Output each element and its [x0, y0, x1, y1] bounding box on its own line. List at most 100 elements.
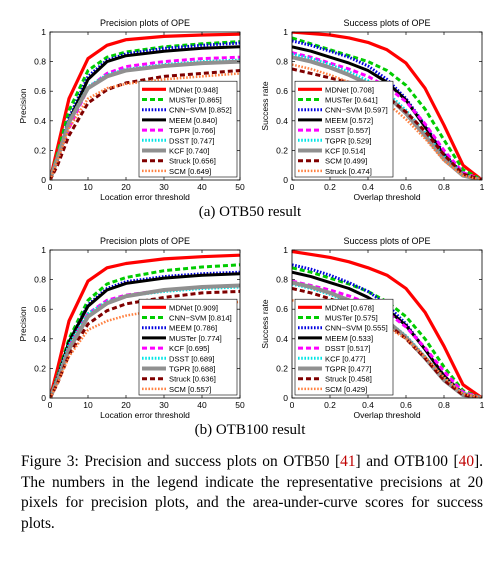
y-tick-label: 0.2: [34, 363, 46, 373]
series-line-cnn-svm: [292, 263, 482, 398]
y-tick-label: 0.4: [34, 334, 46, 344]
plot-frame: [291, 31, 483, 181]
legend-entry-dsst: DSST [0.517]: [325, 344, 370, 353]
legend-entry-mdnet: MDNet [0.948]: [169, 85, 218, 94]
caption-text-2: ] and OTB100 [: [355, 453, 459, 470]
x-tick-label: 1: [480, 182, 485, 192]
x-tick-label: 30: [159, 182, 169, 192]
legend-entry-muster: MUSTer [0.865]: [169, 96, 222, 105]
otb100-success-svg: Success plots of OPE 0 0.2 0.4 0.6 0.8 1 0 0.2 0.…: [260, 236, 485, 420]
legend-entry-meem: MEEM [0.572]: [325, 116, 373, 125]
subcaption-a: (a) OTB50 result: [198, 204, 302, 220]
legend-box: [138, 298, 238, 396]
x-axis-label: Overlap threshold: [353, 410, 420, 420]
x-tick-label: 0: [48, 182, 53, 192]
x-tick-label: 0: [48, 400, 53, 410]
x-tick-label: 10: [83, 182, 93, 192]
legend-entry-cnn-svm: CNN−SVM [0.555]: [325, 324, 388, 333]
citation-link-40[interactable]: 40: [458, 453, 475, 470]
chart-title: Success plots of OPE: [343, 236, 430, 246]
y-tick-label: 0.2: [276, 363, 288, 373]
y-tick-label: 0.8: [34, 275, 46, 285]
x-tick-label: 0.2: [324, 400, 336, 410]
legend-box: [138, 80, 238, 178]
y-tick-label: 1: [283, 27, 288, 37]
x-tick-label: 0: [290, 182, 295, 192]
chart-title: Precision plots of OPE: [100, 18, 190, 28]
legend-entry-struck: Struck [0.458]: [325, 375, 372, 384]
legend-entry-meem: MEEM [0.840]: [169, 116, 217, 125]
legend-entry-struck: Struck [0.656]: [169, 157, 216, 166]
chart-title: Precision plots of OPE: [100, 236, 190, 246]
legend-entry-cnn-svm: CNN−SVM [0.814]: [169, 314, 232, 323]
legend-entry-scm: SCM [0.649]: [169, 167, 211, 176]
legend-entry-kcf: KCF [0.514]: [325, 147, 366, 156]
otb50-precision-plot: Precision plots of OPE 0 10 20 30 40 50 0 0.2 0.4…: [8, 10, 248, 202]
legend-entry-meem: MEEM [0.533]: [325, 334, 373, 343]
series-line-tgpr: [50, 55, 240, 180]
legend-entry-struck: Struck [0.474]: [325, 167, 372, 176]
x-axis-label: Location error threshold: [100, 192, 190, 202]
y-tick-label: 0.6: [276, 304, 288, 314]
y-tick-label: 1: [41, 27, 46, 37]
legend-entry-kcf: KCF [0.695]: [169, 344, 210, 353]
y-tick-label: 0.4: [34, 116, 46, 126]
y-tick-label: 0.6: [34, 86, 46, 96]
x-tick-label: 10: [83, 400, 93, 410]
x-axis-label: Location error threshold: [100, 410, 190, 420]
legend-entry-dsst: DSST [0.557]: [325, 126, 370, 135]
plot-frame: [291, 249, 483, 399]
x-tick-label: 0.4: [362, 400, 374, 410]
x-tick-label: 30: [159, 400, 169, 410]
legend-entry-meem: MEEM [0.786]: [169, 324, 217, 333]
figure-label: Figure 3:: [21, 453, 79, 470]
legend-entry-scm: SCM [0.499]: [325, 157, 367, 166]
legend-entry-tgpr: TGPR [0.529]: [325, 136, 371, 145]
y-tick-label: 0.6: [34, 304, 46, 314]
otb50-precision-svg: Precision plots of OPE 0 10 20 30 40 50 0 0.2 0.4…: [18, 18, 245, 202]
legend-entry-scm: SCM [0.557]: [169, 385, 211, 394]
series-line-kcf: [50, 59, 240, 180]
legend-entry-muster: MUSTer [0.575]: [325, 314, 378, 323]
x-tick-label: 1: [480, 400, 485, 410]
citation-link-41[interactable]: 41: [340, 453, 356, 470]
legend-entry-scm: SCM [0.429]: [325, 385, 367, 394]
legend-entry-tgpr: TGPR [0.477]: [325, 365, 371, 374]
legend-entry-cnn-svm: CNN−SVM [0.852]: [169, 106, 232, 115]
series-line-mdnet: [50, 253, 240, 398]
series-line-struck: [292, 287, 482, 398]
plot-frame: [49, 31, 241, 181]
figure-caption: Figure 3: Precision and success plots on…: [21, 452, 483, 534]
caption-text-1: Precision and success plots on OTB50 [: [78, 453, 341, 470]
y-tick-label: 0.2: [276, 145, 288, 155]
otb50-success-plot: Success plots of OPE 0 0.2 0.4 0.6 0.8 1 0 0.2 0.…: [250, 10, 490, 202]
legend: MDNet [0.948] MUSTer [0.865]CNN−SVM [0.85…: [138, 80, 238, 178]
x-tick-label: 0.2: [324, 182, 336, 192]
x-tick-label: 0: [290, 400, 295, 410]
y-tick-label: 0: [283, 393, 288, 403]
x-axis-label: Overlap threshold: [353, 192, 420, 202]
series-line-cnn-svm: [292, 39, 482, 180]
x-tick-label: 50: [235, 182, 245, 192]
series-line-tgpr: [50, 283, 240, 398]
legend-box: [294, 298, 394, 396]
y-axis-label: Precision: [18, 306, 28, 341]
legend-entry-kcf: KCF [0.740]: [169, 147, 210, 156]
y-tick-label: 1: [41, 245, 46, 255]
y-tick-label: 0.8: [276, 275, 288, 285]
x-tick-label: 0.8: [438, 400, 450, 410]
legend-box: [294, 80, 394, 178]
x-tick-label: 40: [197, 182, 207, 192]
y-tick-label: 0.8: [34, 57, 46, 67]
series-line-muster: [292, 266, 482, 398]
otb100-success-plot: Success plots of OPE 0 0.2 0.4 0.6 0.8 1 0 0.2 0.…: [250, 228, 490, 420]
y-tick-label: 0: [41, 393, 46, 403]
series-line-struck: [50, 69, 240, 180]
plot-frame: [49, 249, 241, 399]
legend-entry-tgpr: TGPR [0.688]: [169, 365, 215, 374]
legend: MDNet [0.909] CNN−SVM [0.814]MEEM [0.786]…: [138, 298, 238, 396]
y-tick-label: 0: [41, 175, 46, 185]
series-line-mdnet: [292, 250, 482, 398]
y-tick-label: 0.4: [276, 334, 288, 344]
x-tick-label: 40: [197, 400, 207, 410]
